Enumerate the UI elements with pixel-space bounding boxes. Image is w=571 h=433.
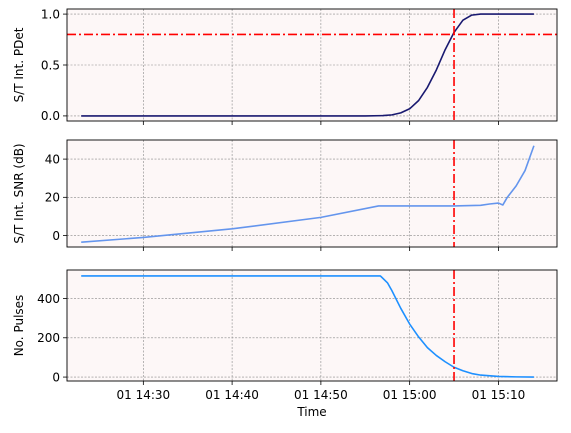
x-tick-label: 01 14:40 <box>205 388 259 402</box>
y-tick-label: 0.0 <box>41 109 60 123</box>
series-line <box>81 145 535 244</box>
y-tick-label: 0.5 <box>41 58 60 72</box>
y-axis-label: No. Pulses <box>12 295 26 357</box>
x-axis-label: Time <box>296 405 326 419</box>
y-tick-label: 400 <box>37 292 60 306</box>
y-axis-label: S/T Int. SNR (dB) <box>12 143 26 243</box>
pulses-panel: 0 200 400 No. Pulses 01 14:30 01 14:40 01 14:5… <box>12 269 558 419</box>
plot-area <box>67 270 557 381</box>
plot-area <box>67 140 557 247</box>
y-tick-label: 1.0 <box>41 7 60 21</box>
series-line <box>81 13 534 117</box>
x-tick-label: 01 14:30 <box>117 388 171 402</box>
axes-frame <box>66 139 558 248</box>
y-tick-label: 0 <box>52 229 60 243</box>
y-tick-label: 200 <box>37 331 60 345</box>
axes-frame <box>66 269 558 382</box>
x-tick-label: 01 14:50 <box>294 388 348 402</box>
y-tick-label: 40 <box>45 152 60 166</box>
series-line <box>81 275 534 378</box>
y-tick-label: 20 <box>45 191 60 205</box>
x-tick-label: 01 15:00 <box>383 388 437 402</box>
snr-panel: 0 20 40 S/T Int. SNR (dB) <box>12 139 558 251</box>
y-tick-label: 0 <box>52 370 60 384</box>
x-tick-label: 01 15:10 <box>472 388 526 402</box>
pdet-panel: 0.0 0.5 1.0 S/T Int. PDet <box>12 7 558 125</box>
y-axis-label: S/T Int. PDet <box>12 27 26 102</box>
